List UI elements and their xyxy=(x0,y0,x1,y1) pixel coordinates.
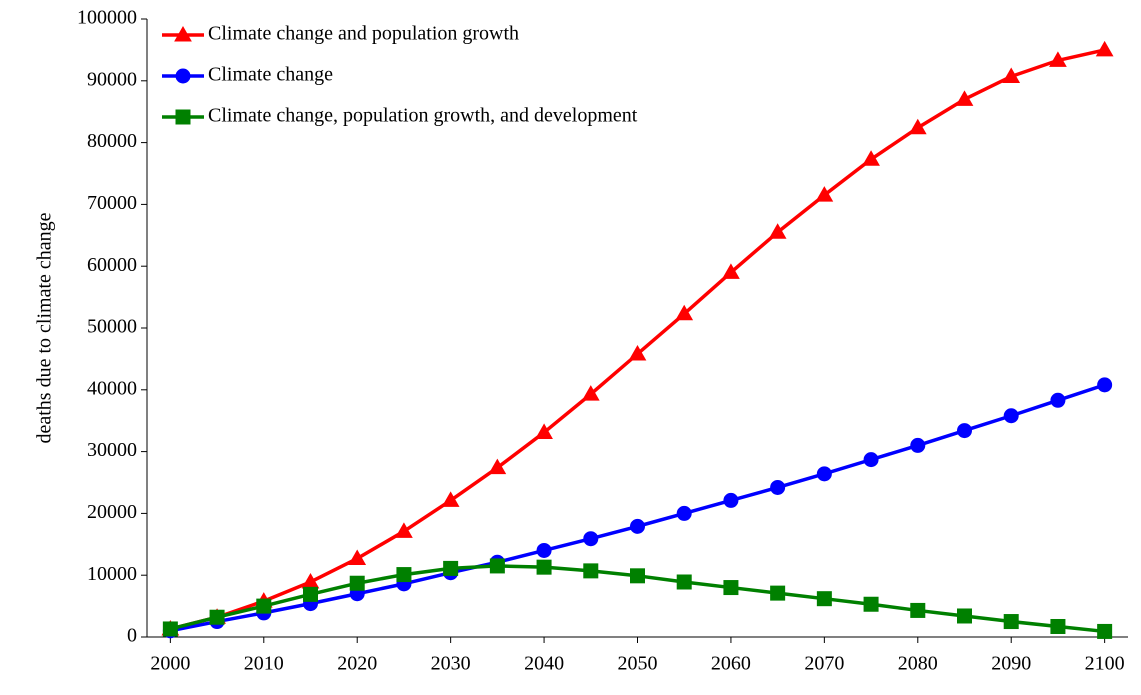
y-tick-label: 0 xyxy=(127,625,137,647)
y-tick-label: 80000 xyxy=(87,130,137,152)
marker xyxy=(723,580,739,596)
marker xyxy=(489,558,505,574)
marker xyxy=(862,150,880,166)
x-tick-label: 2040 xyxy=(524,653,564,675)
marker xyxy=(441,491,460,507)
x-tick-label: 2070 xyxy=(804,653,844,675)
y-tick-label: 30000 xyxy=(87,439,137,461)
marker xyxy=(303,586,318,602)
marker xyxy=(675,304,694,321)
marker xyxy=(395,522,413,538)
marker xyxy=(162,621,178,637)
series-line xyxy=(169,48,1106,631)
marker xyxy=(348,549,367,566)
marker xyxy=(908,118,927,135)
marker xyxy=(816,591,832,607)
marker xyxy=(957,608,972,624)
y-tick-label: 90000 xyxy=(87,68,137,90)
marker xyxy=(863,452,879,468)
marker xyxy=(630,568,645,584)
marker xyxy=(628,344,647,361)
marker xyxy=(581,385,600,401)
marker xyxy=(536,559,552,575)
marker xyxy=(768,223,787,239)
marker xyxy=(1097,623,1113,639)
y-axis-label: deaths due to climate change xyxy=(34,212,56,443)
marker xyxy=(910,437,926,453)
x-tick-label: 2000 xyxy=(150,653,190,675)
marker xyxy=(1095,40,1114,57)
marker xyxy=(676,574,692,590)
y-tick-label: 60000 xyxy=(87,254,137,276)
marker xyxy=(722,263,740,279)
marker xyxy=(1050,618,1066,634)
marker xyxy=(815,186,834,202)
marker xyxy=(583,563,599,579)
marker xyxy=(175,109,191,125)
marker xyxy=(770,479,786,495)
legend-label: Climate change and population growth xyxy=(208,23,519,45)
marker xyxy=(863,596,879,612)
marker xyxy=(816,466,832,482)
y-tick-label: 70000 xyxy=(87,192,137,214)
marker xyxy=(1002,67,1021,83)
x-tick-label: 2080 xyxy=(898,653,938,675)
marker xyxy=(174,25,192,42)
marker xyxy=(630,518,645,534)
marker xyxy=(1049,51,1067,67)
marker xyxy=(536,542,552,558)
marker xyxy=(396,567,412,583)
marker xyxy=(770,585,786,601)
legend-label: Climate change, population growth, and d… xyxy=(208,105,638,127)
marker xyxy=(1003,408,1019,424)
marker xyxy=(1003,614,1019,630)
marker xyxy=(1097,377,1113,393)
y-tick-label: 40000 xyxy=(87,377,137,399)
x-tick-label: 2050 xyxy=(618,653,658,675)
marker xyxy=(256,598,272,614)
marker xyxy=(175,68,191,84)
x-tick-label: 2090 xyxy=(991,653,1031,675)
marker xyxy=(1050,392,1066,408)
marker xyxy=(957,423,972,439)
marker xyxy=(723,492,739,508)
marker xyxy=(583,531,599,547)
marker xyxy=(535,423,553,439)
marker xyxy=(676,505,692,521)
x-tick-label: 2020 xyxy=(337,653,377,675)
y-tick-label: 20000 xyxy=(87,501,137,523)
x-tick-label: 2010 xyxy=(244,653,284,675)
y-tick-label: 100000 xyxy=(77,7,137,29)
x-tick-label: 2060 xyxy=(711,653,751,675)
marker xyxy=(955,90,974,106)
x-tick-label: 2030 xyxy=(431,653,471,675)
y-tick-label: 10000 xyxy=(87,563,137,585)
marker xyxy=(209,609,225,625)
marker xyxy=(349,575,365,591)
marker xyxy=(910,602,926,618)
x-tick-label: 2100 xyxy=(1085,653,1125,675)
marker xyxy=(488,458,507,475)
legend-label: Climate change xyxy=(208,64,333,86)
y-tick-label: 50000 xyxy=(87,316,137,338)
marker xyxy=(443,560,459,576)
